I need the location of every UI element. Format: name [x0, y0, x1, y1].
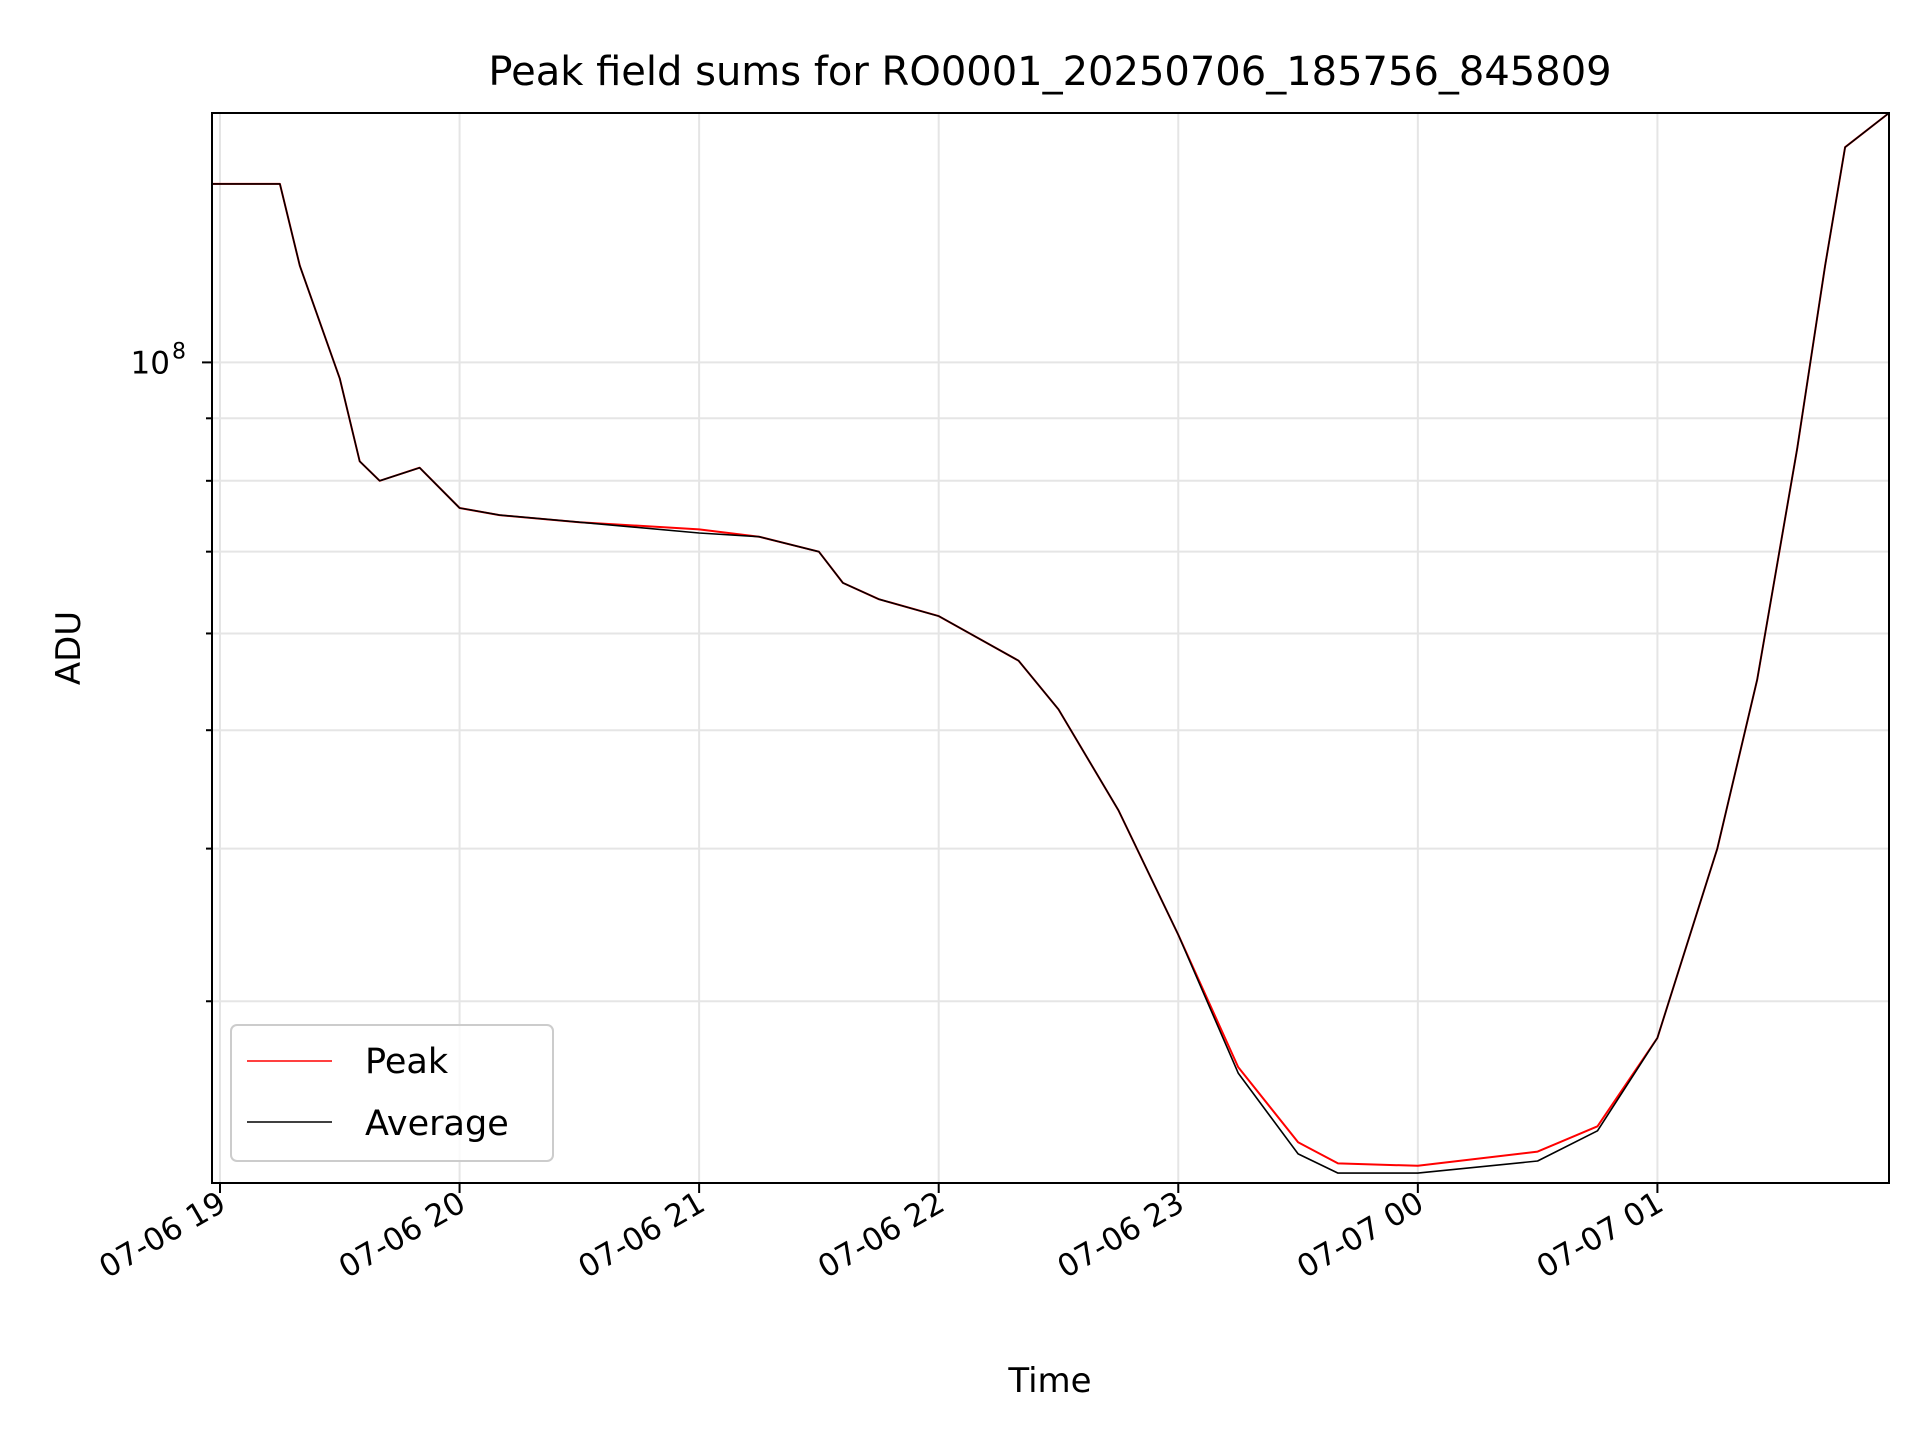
chart-title: Peak field sums for RO0001_20250706_1857…: [488, 49, 1611, 95]
y-axis-label: ADU: [49, 611, 89, 685]
y-tick-label-base: 10: [131, 345, 170, 381]
x-axis-label: Time: [1007, 1361, 1091, 1401]
series-line-average: [212, 112, 1890, 1174]
legend: Peak Average: [230, 1024, 554, 1162]
plot-frame: [211, 112, 1890, 1184]
y-tick-label-exponent: 8: [172, 339, 186, 364]
legend-label-average: Average: [365, 1104, 509, 1144]
plot-area: [212, 113, 1889, 1183]
grid: [212, 113, 1889, 1183]
legend-label-peak: Peak: [365, 1042, 449, 1082]
legend-box: [230, 1024, 554, 1162]
series-lines: [212, 112, 1890, 1174]
y-axis: 10 8: [131, 339, 212, 1003]
